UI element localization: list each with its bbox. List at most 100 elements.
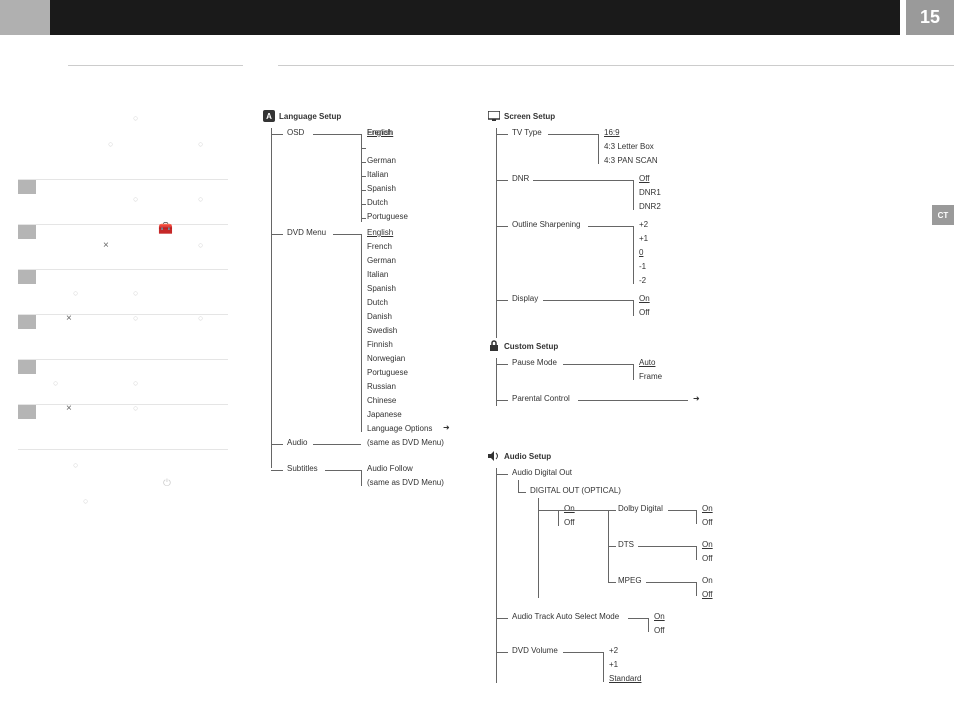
autoselect-label: Audio Track Auto Select Mode (512, 612, 619, 621)
section-header-custom: Custom Setup (488, 340, 748, 352)
grey-box (18, 270, 36, 284)
language-setup-tree: A Language Setup OSD English French Germ… (263, 110, 463, 494)
option: -2 (639, 276, 646, 285)
option: On (702, 504, 713, 513)
top-bar: 15 (0, 0, 954, 35)
dot-mark: ○ (133, 288, 138, 298)
section-header-audio: Audio Setup (488, 450, 748, 462)
option: Portuguese (367, 212, 408, 221)
option: Norwegian (367, 354, 405, 363)
option: Japanese (367, 410, 402, 419)
audio-label: Audio (287, 438, 307, 447)
x-mark: × (66, 403, 72, 414)
option: Off (564, 518, 575, 527)
audio-setup-tree: Audio Setup Audio Digital Out DIGITAL OU… (488, 450, 748, 688)
digital-out-label: DIGITAL OUT (OPTICAL) (530, 486, 621, 495)
pause-label: Pause Mode (512, 358, 557, 367)
dot-mark: ○ (198, 313, 203, 323)
option: Off (702, 554, 713, 563)
option: Russian (367, 382, 396, 391)
option: On (654, 612, 665, 621)
side-tab: CT (932, 205, 954, 225)
parental-label: Parental Control (512, 394, 570, 403)
subtitles-label: Subtitles (287, 464, 318, 473)
grey-box (18, 405, 36, 419)
grey-box (18, 360, 36, 374)
option: 4:3 Letter Box (604, 142, 654, 151)
option: Auto (639, 358, 655, 367)
dot-mark: ○ (133, 313, 138, 323)
option: Standard (609, 674, 641, 683)
option: Spanish (367, 284, 396, 293)
option: French (367, 128, 392, 137)
option: Finnish (367, 340, 393, 349)
option: (same as DVD Menu) (367, 478, 444, 487)
section-title: Language Setup (279, 112, 341, 121)
option: Spanish (367, 184, 396, 193)
section-header-screen: Screen Setup (488, 110, 748, 122)
option: German (367, 256, 396, 265)
dot-mark: ○ (133, 378, 138, 388)
screen-custom-tree: Screen Setup TV Type 16:9 4:3 Letter Box… (488, 110, 748, 414)
format: DTS (618, 540, 634, 549)
option: German (367, 156, 396, 165)
section-title: Audio Setup (504, 452, 551, 461)
outline-label: Outline Sharpening (512, 220, 581, 229)
option: Dutch (367, 198, 388, 207)
option: +2 (639, 220, 648, 229)
dvdmenu-label: DVD Menu (287, 228, 326, 237)
ado-label: Audio Digital Out (512, 468, 572, 477)
page-number: 15 (906, 0, 954, 35)
option: +1 (609, 660, 618, 669)
section-header-language: A Language Setup (263, 110, 463, 122)
language-icon: A (263, 110, 275, 122)
option: On (702, 576, 713, 585)
option: On (564, 504, 575, 513)
rule-right (278, 65, 954, 66)
option: 0 (639, 248, 643, 257)
option: Chinese (367, 396, 396, 405)
option: On (702, 540, 713, 549)
rule-left (68, 65, 243, 66)
option: +2 (609, 646, 618, 655)
tvtype-label: TV Type (512, 128, 542, 137)
option: Italian (367, 170, 388, 179)
display-label: Display (512, 294, 538, 303)
option: Audio Follow (367, 464, 413, 473)
left-column: ○ ○ ○ ○ ○ 🧰 × ○ ○ ○ × ○ ○ (18, 105, 228, 510)
option: Off (702, 590, 713, 599)
dot-mark: ○ (53, 378, 58, 388)
dot-mark: ○ (73, 288, 78, 298)
topbar-main (50, 0, 900, 35)
option: 16:9 (604, 128, 620, 137)
option: Frame (639, 372, 662, 381)
grey-box (18, 225, 36, 239)
option: Off (639, 174, 650, 183)
volume-label: DVD Volume (512, 646, 558, 655)
option: Danish (367, 312, 392, 321)
option: +1 (639, 234, 648, 243)
lock-icon (488, 340, 500, 352)
grey-box (18, 315, 36, 329)
section-title: Custom Setup (504, 342, 558, 351)
option: -1 (639, 262, 646, 271)
option: Off (702, 518, 713, 527)
dot-mark: ○ (198, 240, 203, 250)
option: On (639, 294, 650, 303)
section-title: Screen Setup (504, 112, 555, 121)
dot-mark: ○ (198, 139, 203, 149)
toolbox-icon: 🧰 (158, 221, 173, 235)
option: Off (654, 626, 665, 635)
topbar-left-block (0, 0, 50, 35)
dot-mark: ○ (83, 496, 88, 506)
grey-box (18, 180, 36, 194)
x-mark: × (103, 240, 109, 251)
osd-label: OSD (287, 128, 304, 137)
dot-mark: ○ (198, 194, 203, 204)
option: English (367, 228, 393, 237)
arrow-icon: ➜ (693, 394, 700, 403)
format: MPEG (618, 576, 642, 585)
audio-note: (same as DVD Menu) (367, 438, 444, 447)
option: DNR2 (639, 202, 661, 211)
option: Off (639, 308, 650, 317)
